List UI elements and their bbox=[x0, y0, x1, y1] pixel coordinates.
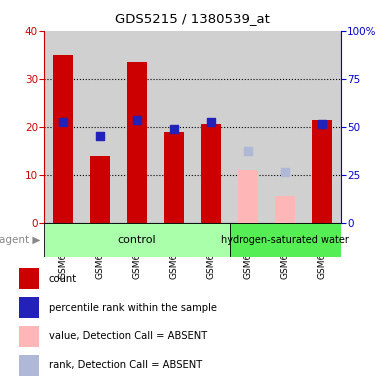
Bar bbox=[229, 31, 266, 223]
Bar bbox=[127, 62, 147, 223]
Text: control: control bbox=[117, 235, 156, 245]
Point bbox=[319, 121, 325, 127]
Point bbox=[245, 148, 251, 154]
Bar bbox=[201, 124, 221, 223]
Bar bbox=[238, 170, 258, 223]
Point bbox=[171, 126, 177, 132]
Point bbox=[134, 116, 140, 122]
Bar bbox=[164, 131, 184, 223]
Point bbox=[60, 119, 66, 125]
Bar bbox=[19, 297, 39, 318]
Text: hydrogen-saturated water: hydrogen-saturated water bbox=[221, 235, 349, 245]
Text: rank, Detection Call = ABSENT: rank, Detection Call = ABSENT bbox=[49, 360, 202, 370]
Bar bbox=[156, 31, 192, 223]
Bar bbox=[275, 196, 295, 223]
Text: GDS5215 / 1380539_at: GDS5215 / 1380539_at bbox=[115, 12, 270, 25]
Point bbox=[97, 133, 103, 139]
Text: percentile rank within the sample: percentile rank within the sample bbox=[49, 303, 216, 313]
Text: value, Detection Call = ABSENT: value, Detection Call = ABSENT bbox=[49, 331, 207, 341]
Bar bbox=[192, 31, 229, 223]
Bar bbox=[53, 55, 73, 223]
Point bbox=[282, 169, 288, 175]
Bar bbox=[119, 31, 156, 223]
Text: count: count bbox=[49, 274, 77, 284]
Bar bbox=[90, 156, 110, 223]
Bar bbox=[44, 31, 81, 223]
Bar bbox=[19, 326, 39, 347]
Bar bbox=[81, 31, 119, 223]
Text: agent ▶: agent ▶ bbox=[0, 235, 40, 245]
Bar bbox=[312, 119, 332, 223]
Bar bbox=[19, 355, 39, 376]
Bar bbox=[229, 223, 341, 257]
Bar bbox=[44, 223, 229, 257]
Bar bbox=[267, 31, 304, 223]
Bar bbox=[19, 268, 39, 289]
Bar bbox=[304, 31, 341, 223]
Point bbox=[208, 119, 214, 125]
